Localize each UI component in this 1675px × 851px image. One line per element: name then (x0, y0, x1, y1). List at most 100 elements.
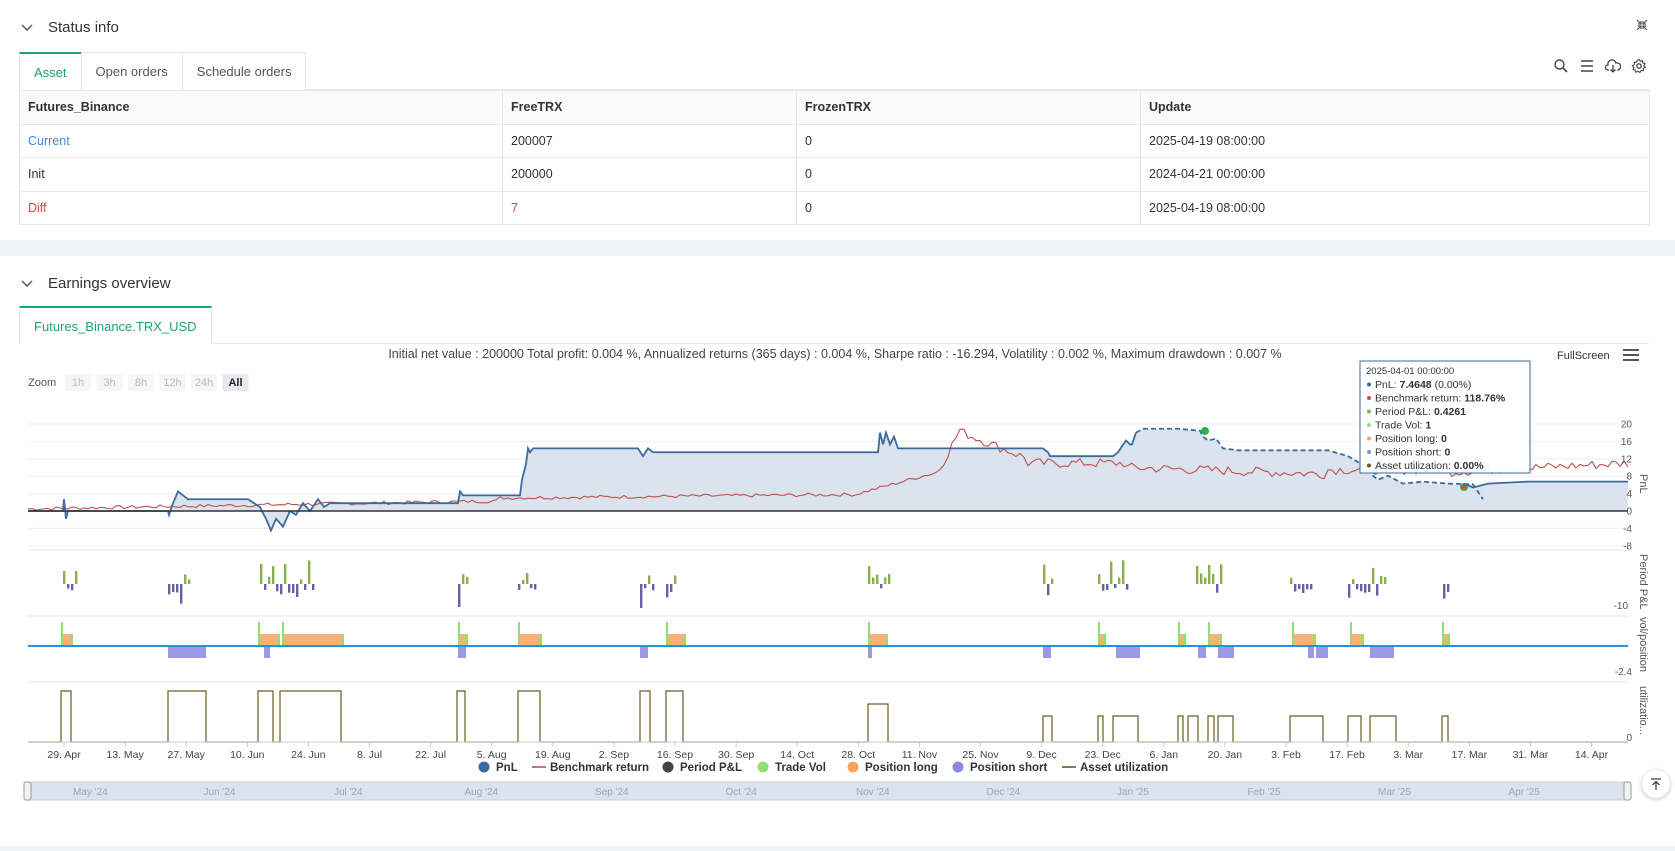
position-short-bar (640, 646, 648, 658)
tab-asset[interactable]: Asset (19, 52, 82, 90)
trade-vol-bar (1292, 622, 1294, 646)
cloud-download-icon[interactable] (1605, 58, 1621, 74)
trade-vol-bar (342, 634, 344, 646)
period-bar (1196, 565, 1199, 584)
row-label-current[interactable]: Current (19, 123, 503, 158)
cell: 2024-04-21 00:00:00 (1140, 157, 1650, 192)
legend-item-position-short[interactable]: Position short (952, 761, 1048, 775)
period-bar (530, 584, 533, 589)
legend-item-period-p-l[interactable]: Period P&L (662, 761, 742, 775)
row-label-diff: Diff (19, 190, 503, 225)
x-tick-label: 13. May (106, 749, 144, 761)
status-tabs: Asset Open orders Schedule orders (19, 52, 1649, 90)
zoom-All[interactable]: All (222, 374, 249, 391)
period-bar (268, 576, 271, 584)
zoom-1h[interactable]: 1h (65, 374, 91, 391)
x-tick-label: 22. Jul (415, 749, 446, 761)
scroll-top-button[interactable] (1642, 770, 1670, 798)
x-tick-label: 17. Mar (1451, 749, 1487, 761)
svg-text:Position long: 0: Position long: 0 (1375, 433, 1447, 445)
search-icon[interactable] (1553, 58, 1569, 74)
pnl-tick: 12 (1621, 454, 1633, 465)
menu-icon[interactable] (1623, 349, 1639, 361)
period-bar (462, 574, 465, 584)
trade-vol-bar (868, 622, 870, 646)
trade-vol-bar (1208, 622, 1210, 646)
svg-text:PnL: PnL (496, 762, 518, 774)
trade-vol-bar (1178, 622, 1180, 646)
svg-text:Period P&L: 0.4261: Period P&L: 0.4261 (1375, 406, 1466, 418)
position-long-bar (1442, 634, 1448, 646)
fullscreen-button[interactable]: FullScreen (1557, 350, 1610, 362)
x-axis: 29. Apr 13. May 27. May 10. Jun 24. Jun 8. Ju… (47, 742, 1609, 761)
zoom-12h[interactable]: 12h (159, 374, 186, 391)
x-tick-label: 19. Aug (535, 749, 571, 761)
tab-schedule-orders[interactable]: Schedule orders (181, 52, 307, 90)
trade-vol-bar (71, 634, 73, 646)
trade-vol-bar (278, 634, 280, 646)
legend-item-pnl[interactable]: PnL (478, 761, 518, 775)
hover-marker-bench (1461, 484, 1467, 490)
period-bar (172, 584, 175, 592)
zoom-3h[interactable]: 3h (96, 374, 123, 391)
trade-vol-bar (1314, 634, 1316, 646)
chevron-down-icon[interactable] (18, 274, 36, 292)
navigator-tick: Oct '24 (726, 787, 758, 798)
pnl-tick: 16 (1621, 437, 1633, 448)
list-icon[interactable] (1579, 58, 1595, 74)
cell: 0 (796, 190, 1141, 225)
tab-open-orders[interactable]: Open orders (80, 52, 183, 90)
navigator-tick: Dec '24 (987, 787, 1021, 798)
earnings-header[interactable]: Earnings overview (18, 272, 171, 294)
trade-vol-bar (282, 622, 284, 646)
period-bar (1212, 574, 1215, 584)
earnings-chart[interactable]: Initial net value : 200000 Total profit:… (0, 346, 1675, 846)
earnings-panel: Earnings overview Futures_Binance.TRX_US… (0, 256, 1675, 846)
position-short-bar (168, 646, 206, 658)
pnl-line-tail (1463, 480, 1628, 489)
position-tick: -2.4 (1615, 667, 1633, 678)
navigator-handle-right[interactable] (1623, 781, 1632, 801)
period-bar (1220, 564, 1223, 584)
zoom-label: Zoom (28, 377, 56, 389)
period-bar (674, 575, 677, 584)
position-short-bar (1370, 646, 1394, 658)
status-header[interactable]: Status info (18, 16, 119, 38)
trade-vol-bar (684, 634, 686, 646)
cell: 200007 (502, 123, 797, 158)
period-bar (526, 573, 529, 584)
zoom-24h[interactable]: 24h (191, 374, 217, 391)
zoom-label-8h: 8h (135, 377, 147, 389)
trade-vol-bar (666, 622, 668, 646)
chevron-down-icon[interactable] (18, 18, 36, 36)
legend-item-benchmark-return[interactable]: Benchmark return (532, 762, 649, 774)
position-short-bar (1198, 646, 1206, 658)
table-row: Diff 7 0 2025-04-19 08:00:00 (19, 190, 1650, 225)
legend-item-asset-utilization[interactable]: Asset utilization (1062, 762, 1168, 774)
period-bar (1372, 567, 1375, 584)
period-bar (1043, 564, 1046, 584)
row-label-init: Init (19, 157, 503, 192)
zoom-label-12h: 12h (163, 377, 181, 389)
period-bar (1200, 573, 1203, 584)
position-axis-label: vol/position (1637, 617, 1649, 672)
gear-icon[interactable] (1631, 58, 1647, 74)
navigator-handle-left[interactable] (23, 781, 32, 801)
tooltip-rows: PnL: 7.4648 (0.00%) Benchmark return: 118… (1367, 379, 1506, 472)
col-frozen: FrozenTRX (796, 90, 1141, 125)
legend-item-trade-vol[interactable]: Trade Vol (757, 761, 826, 775)
zoom-8h[interactable]: 8h (128, 374, 154, 391)
pnl-tick: 8 (1626, 472, 1632, 483)
legend-item-position-long[interactable]: Position long (847, 761, 938, 775)
period-bar (640, 584, 643, 608)
pnl-tick: -4 (1623, 524, 1632, 535)
period-bar (1290, 577, 1293, 584)
tab-symbol[interactable]: Futures_Binance.TRX_USD (19, 306, 212, 344)
cell: 0 (796, 123, 1141, 158)
period-bar (1310, 584, 1313, 590)
status-title: Status info (48, 18, 119, 36)
x-tick-label: 20. Jan (1208, 749, 1243, 761)
position-short-bar (1043, 646, 1051, 658)
x-tick-label: 14. Oct (780, 749, 814, 761)
collapse-icon[interactable] (1635, 18, 1649, 32)
